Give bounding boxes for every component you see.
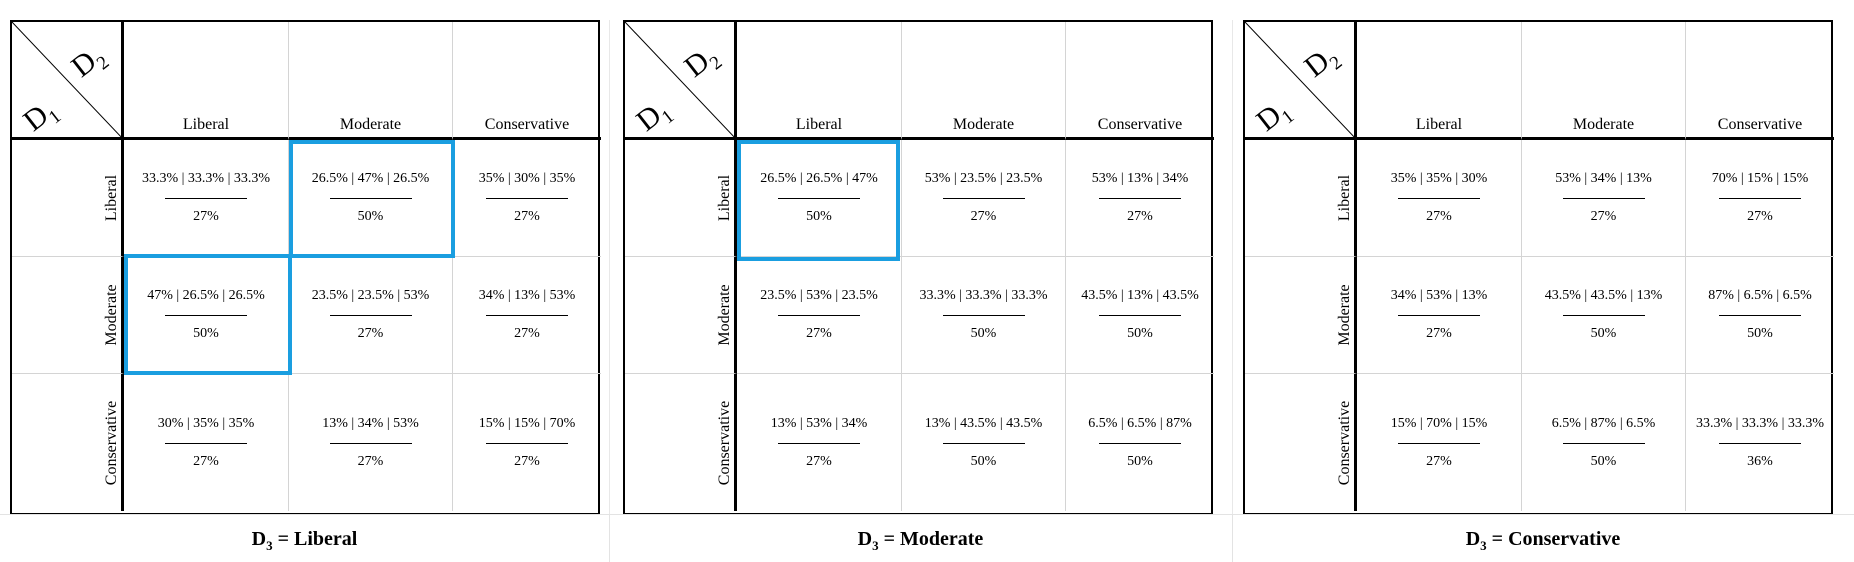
row-header: Moderate [625, 257, 737, 374]
caption-divider [1232, 514, 1233, 562]
row-header: Conservative [625, 374, 737, 511]
column-header: Conservative [453, 22, 601, 140]
column-header: Liberal [1357, 22, 1522, 140]
matrix-cell: 15% | 15% | 70% 27% [478, 415, 576, 469]
column-header: Conservative [1686, 22, 1834, 140]
panel-d3-liberal: D1 D2 Liberal Moderate Conservative Libe… [10, 20, 601, 515]
row-header: Moderate [12, 257, 124, 374]
matrix-cell: 30% | 35% | 35% 27% [124, 374, 289, 511]
matrix-cell: 34% | 53% | 13% 27% [1357, 257, 1522, 374]
row-header: Liberal [12, 140, 124, 257]
highlight-box [289, 140, 455, 258]
matrix-cell: 43.5% | 13% | 43.5% 50% [1066, 257, 1214, 374]
highlight-box [124, 254, 292, 375]
row-header: Conservative [12, 374, 124, 511]
row-header: Conservative [1245, 374, 1357, 511]
row-header: Liberal [1245, 140, 1357, 257]
matrix-cell: 13% | 43.5% | 43.5% 50% [902, 374, 1066, 511]
matrix-cell: 70% | 15% | 15% 27% [1686, 140, 1834, 257]
diagonal-line [1245, 22, 1354, 137]
corner-header: D1 D2 [12, 22, 124, 140]
column-header: Moderate [902, 22, 1066, 140]
row-header: Liberal [625, 140, 737, 257]
matrix-cell: 15% | 70% | 15% 27% [1357, 374, 1522, 511]
matrix-cell: 6.5% | 87% | 6.5% 50% [1522, 374, 1686, 511]
separator [609, 20, 610, 514]
matrix-cell: 87% | 6.5% | 6.5% 50% [1686, 257, 1834, 374]
matrix-cell: 13% | 53% | 34% 27% [737, 374, 902, 511]
column-header: Liberal [124, 22, 289, 140]
diagonal-line [625, 22, 734, 137]
caption-d3-liberal: D3 = Liberal [251, 528, 358, 553]
matrix-cell: 33.3% | 33.3% | 33.3% 36% [1695, 415, 1825, 469]
matrix-cell: 53% | 13% | 34% 27% [1066, 140, 1214, 257]
matrix-cell: 23.5% | 53% | 23.5% 27% [737, 257, 902, 374]
caption-d3-conservative: D3 = Conservative [1465, 528, 1621, 553]
corner-header: D1 D2 [625, 22, 737, 140]
matrix-table: D1 D2 Liberal Moderate Conservative Libe… [10, 20, 601, 515]
matrix-cell: 23.5% | 23.5% | 53% 27% [289, 257, 453, 374]
matrix-cell: 33.3% | 33.3% | 33.3% 27% [124, 140, 289, 257]
matrix-cell: 26.5% | 26.5% | 47% 50% [737, 140, 902, 257]
highlight-box [737, 140, 900, 261]
separator [1232, 20, 1233, 514]
matrix-cell: 53% | 23.5% | 23.5% 27% [902, 140, 1066, 257]
column-header: Moderate [1522, 22, 1686, 140]
matrix-table: D1 D2 Liberal Moderate Conservative Libe… [1243, 20, 1834, 515]
matrix-cell: 6.5% | 6.5% | 87% 50% [1088, 415, 1192, 469]
caption-divider [609, 514, 610, 562]
matrix-cell: 53% | 34% | 13% 27% [1522, 140, 1686, 257]
panel-d3-moderate: D1 D2 Liberal Moderate Conservative Libe… [623, 20, 1214, 515]
matrix-cell: 43.5% | 43.5% | 13% 50% [1522, 257, 1686, 374]
matrix-table: D1 D2 Liberal Moderate Conservative Libe… [623, 20, 1214, 515]
column-header: Moderate [289, 22, 453, 140]
column-header: Conservative [1066, 22, 1214, 140]
column-header: Liberal [737, 22, 902, 140]
matrix-cell: 35% | 30% | 35% 27% [453, 140, 601, 257]
diagonal-line [12, 22, 121, 137]
matrix-cell: 35% | 35% | 30% 27% [1357, 140, 1522, 257]
matrix-cell: 13% | 34% | 53% 27% [289, 374, 453, 511]
matrix-cell: 33.3% | 33.3% | 33.3% 50% [902, 257, 1066, 374]
matrix-cell: 34% | 13% | 53% 27% [453, 257, 601, 374]
caption-separator [0, 514, 1854, 515]
panel-d3-conservative: D1 D2 Liberal Moderate Conservative Libe… [1243, 20, 1834, 515]
corner-header: D1 D2 [1245, 22, 1357, 140]
row-header: Moderate [1245, 257, 1357, 374]
caption-d3-moderate: D3 = Moderate [857, 528, 984, 553]
